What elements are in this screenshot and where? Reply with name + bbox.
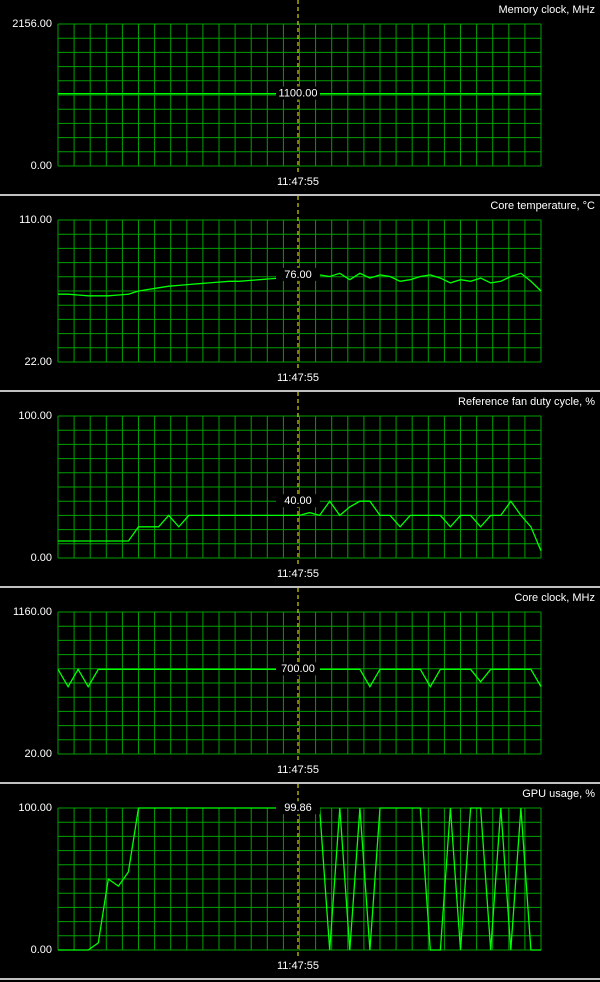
panel-title: Reference fan duty cycle, %: [458, 396, 595, 408]
y-tick-label: 0.00: [31, 944, 52, 956]
cursor-value: 99.86: [284, 802, 312, 814]
y-tick-label: 1160.00: [13, 606, 52, 618]
cursor-time: 11:47:55: [277, 568, 319, 580]
y-tick-label: 0.00: [31, 552, 52, 564]
y-tick-label: 2156.00: [12, 18, 52, 30]
panel-title: Memory clock, MHz: [498, 4, 595, 16]
cursor-value: 700.00: [281, 663, 315, 675]
panel-title: Core temperature, °C: [490, 200, 595, 212]
y-tick-label: 100.00: [18, 410, 52, 422]
panel-title: Core clock, MHz: [514, 592, 595, 604]
y-tick-label: 20.00: [24, 748, 52, 760]
cursor-time: 11:47:55: [277, 176, 319, 188]
cursor-value-bg: [276, 267, 320, 281]
cursor-value: 1100.00: [279, 87, 318, 99]
cursor-value-bg: [276, 86, 320, 100]
cursor-time: 11:47:55: [277, 764, 319, 776]
cursor-value: 40.00: [284, 495, 312, 507]
cursor-time: 11:47:55: [277, 960, 319, 972]
data-line: [58, 500, 542, 552]
cursor-value: 76.00: [284, 269, 312, 281]
y-tick-label: 0.00: [31, 160, 52, 172]
cursor-time: 11:47:55: [277, 372, 319, 384]
cursor-value-bg: [276, 801, 320, 815]
y-tick-label: 110.00: [19, 214, 52, 226]
cursor-value-bg: [276, 662, 320, 676]
y-tick-label: 22.00: [24, 356, 52, 368]
y-tick-label: 100.00: [18, 802, 52, 814]
cursor-value-bg: [276, 494, 320, 508]
panel-title: GPU usage, %: [522, 788, 595, 800]
